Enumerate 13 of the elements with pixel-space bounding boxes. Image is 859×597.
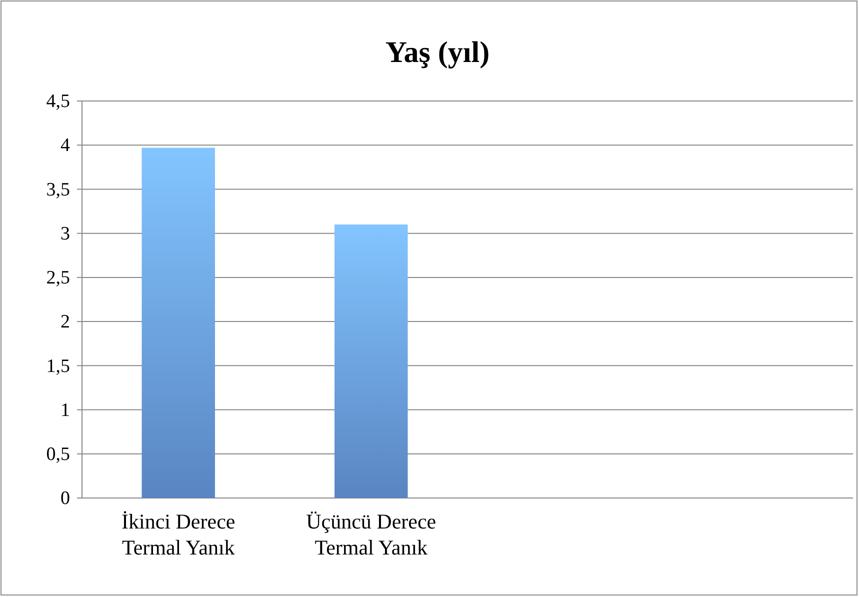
y-tick-label: 2,5 — [46, 268, 70, 289]
y-tick-label: 2 — [60, 312, 70, 333]
chart-title: Yaş (yıl) — [385, 36, 490, 69]
y-tick-label: 0 — [60, 488, 70, 510]
x-tick-label: İkinci Derece Termal Yanık — [122, 509, 236, 560]
y-tick-label: 0,5 — [46, 444, 70, 465]
x-tick-label: Üçüncü Derece Termal Yanık — [306, 509, 436, 560]
y-tick-label: 3,5 — [46, 179, 70, 200]
y-tick-label: 4 — [60, 135, 70, 156]
y-tick-label: 3 — [60, 223, 70, 244]
y-tick-label: 4,5 — [46, 91, 70, 112]
y-tick-label: 1,5 — [46, 356, 70, 377]
y-tick-label: 1 — [60, 400, 70, 421]
